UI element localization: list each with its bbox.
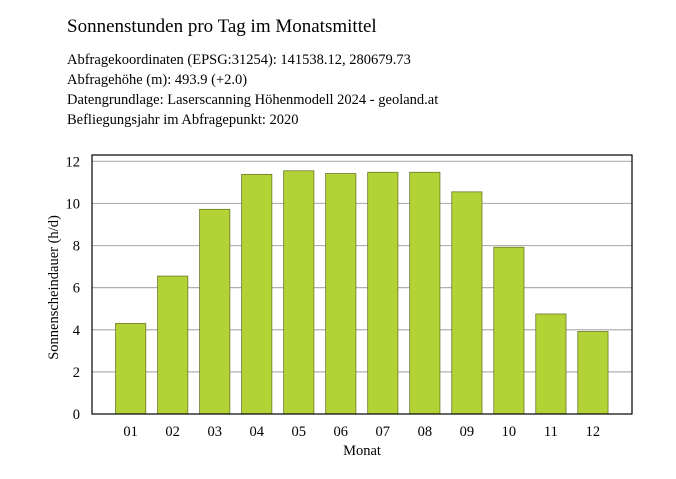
query-height-line: Abfragehöhe (m): 493.9 (+2.0)	[67, 72, 248, 88]
y-tick-label: 6	[73, 281, 80, 297]
x-axis-label: Monat	[343, 443, 381, 459]
x-tick-label: 01	[123, 424, 138, 440]
y-tick-label: 12	[66, 154, 81, 170]
x-tick-label: 07	[376, 424, 391, 440]
x-tick-label: 03	[207, 424, 222, 440]
y-axis-label: Sonnenscheindauer (h/d)	[46, 215, 62, 360]
y-tick-label: 2	[73, 365, 80, 381]
bar-04	[241, 173, 273, 415]
data-source-line: Datengrundlage: Laserscanning Höhenmodel…	[67, 92, 439, 108]
y-tick-label: 10	[66, 196, 81, 212]
bar-08	[409, 171, 441, 415]
x-tick-label: 09	[460, 424, 475, 440]
x-tick-label: 11	[544, 424, 558, 440]
bar-10	[493, 246, 525, 415]
bar-06	[325, 173, 357, 415]
chart-title: Sonnenstunden pro Tag im Monatsmittel	[67, 16, 377, 37]
y-tick-label: 0	[73, 407, 80, 423]
query-coordinates-line: Abfragekoordinaten (EPSG:31254): 141538.…	[67, 52, 411, 68]
bar-09	[451, 191, 483, 415]
x-tick-label: 02	[165, 424, 180, 440]
y-tick-label: 8	[73, 239, 80, 255]
plot-frame	[91, 154, 633, 415]
x-tick-label: 12	[586, 424, 601, 440]
bar-07	[367, 171, 399, 415]
x-tick-label: 10	[502, 424, 517, 440]
x-tick-label: 05	[292, 424, 307, 440]
bar-01	[115, 323, 147, 415]
x-tick-label: 06	[334, 424, 349, 440]
flight-year-line: Befliegungsjahr im Abfragepunkt: 2020	[67, 112, 299, 128]
x-tick-label: 04	[249, 424, 264, 440]
bar-03	[199, 208, 231, 415]
y-tick-label: 4	[73, 323, 81, 339]
bar-12	[577, 331, 609, 415]
x-tick-label: 08	[418, 424, 433, 440]
bar-11	[535, 313, 567, 415]
bar-02	[157, 275, 189, 415]
bar-05	[283, 170, 315, 415]
